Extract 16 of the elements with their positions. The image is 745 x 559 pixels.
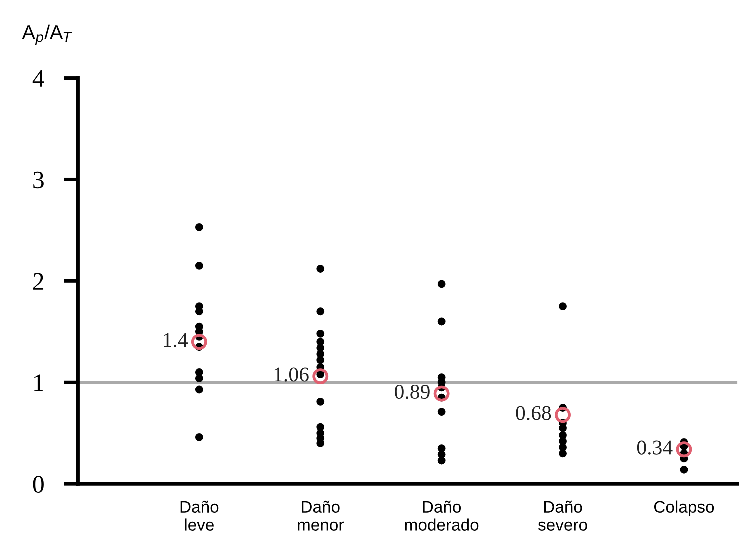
- y-tick-label: 0: [33, 476, 44, 494]
- y-tick-label: 2: [33, 273, 44, 290]
- y-axis-title: A$_{p}$/A$_{T}$: [22, 24, 72, 46]
- data-label: 1.4: [164, 333, 188, 348]
- data-label: 0.34: [637, 440, 673, 455]
- data-label: 0.89: [395, 384, 430, 400]
- data-label: 1.06: [274, 368, 309, 382]
- y-tick-label: 1: [34, 374, 44, 392]
- x-tick-label: Daño moderado: [405, 500, 479, 531]
- y-tick-label: 3: [34, 172, 44, 189]
- x-tick-label: Daño severo: [538, 500, 588, 531]
- x-tick-label: Daño menor: [298, 500, 344, 531]
- data-label: 0.68: [516, 406, 552, 420]
- y-tick-label: 4: [32, 70, 44, 87]
- x-tick-label: Daño leve: [180, 500, 219, 531]
- x-tick-label: Colapso: [654, 500, 714, 516]
